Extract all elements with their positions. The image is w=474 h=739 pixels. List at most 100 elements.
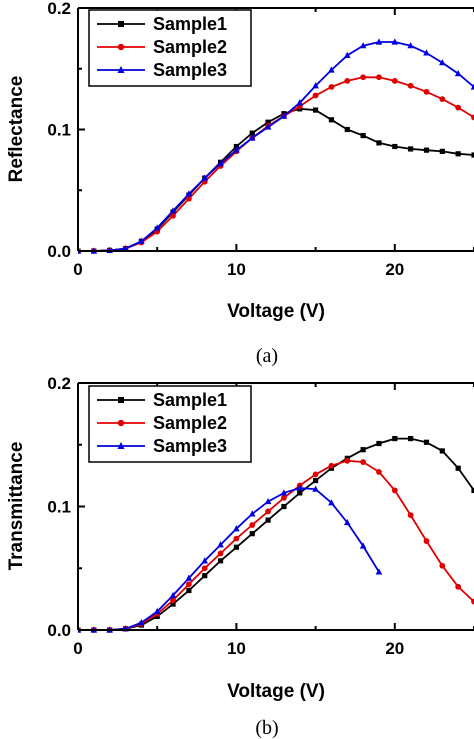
x-tick-label: 20 bbox=[385, 260, 404, 279]
data-point bbox=[376, 469, 382, 475]
data-point bbox=[455, 151, 461, 157]
series-sample3 bbox=[78, 484, 383, 633]
series-line-sample2 bbox=[78, 76, 474, 252]
data-point bbox=[423, 147, 430, 153]
data-point bbox=[233, 535, 240, 542]
legend-box bbox=[88, 9, 252, 87]
x-tick-label: 0 bbox=[73, 639, 82, 658]
series-line-sample1 bbox=[78, 437, 474, 631]
chart-panel-a: 0 10 20 0.0 0.1 0.2 Voltage (V) Reflectance Samp… bbox=[6, 0, 474, 367]
legend-marker bbox=[117, 43, 125, 51]
data-point bbox=[408, 435, 414, 442]
data-point bbox=[280, 112, 288, 119]
data-point bbox=[313, 477, 319, 484]
data-point bbox=[138, 237, 145, 244]
data-point bbox=[265, 517, 271, 523]
series-line-sample1 bbox=[78, 107, 474, 252]
y-tick-label: 0.1 bbox=[47, 121, 71, 140]
legend-marker bbox=[117, 66, 125, 73]
x-axis-title: Voltage (V) bbox=[227, 301, 325, 322]
legend-marker bbox=[117, 419, 125, 427]
data-point bbox=[264, 497, 272, 505]
data-point bbox=[153, 607, 161, 615]
data-point bbox=[328, 84, 335, 90]
panel-caption: (a) bbox=[256, 345, 278, 367]
data-point bbox=[423, 49, 430, 56]
legend-marker bbox=[118, 397, 124, 403]
data-point bbox=[138, 618, 145, 626]
data-point bbox=[392, 435, 398, 442]
series-line-sample3 bbox=[78, 487, 380, 631]
data-point bbox=[470, 83, 474, 90]
data-point bbox=[359, 42, 367, 49]
data-point bbox=[249, 522, 256, 528]
data-point bbox=[153, 224, 161, 231]
series-sample3 bbox=[78, 38, 474, 254]
data-point bbox=[360, 447, 366, 453]
data-point bbox=[233, 544, 239, 550]
y-tick-label: 0.2 bbox=[47, 0, 71, 18]
data-point bbox=[185, 195, 192, 202]
data-point bbox=[360, 132, 366, 139]
data-point bbox=[343, 518, 351, 526]
data-point bbox=[376, 440, 382, 447]
data-point bbox=[185, 190, 193, 197]
data-point bbox=[217, 550, 224, 557]
data-point bbox=[455, 583, 462, 590]
data-point bbox=[439, 59, 446, 66]
data-point bbox=[297, 490, 303, 496]
data-point bbox=[202, 573, 208, 579]
data-point bbox=[328, 117, 335, 123]
data-point bbox=[407, 42, 414, 49]
data-point bbox=[359, 542, 367, 549]
data-point bbox=[328, 66, 335, 73]
data-point bbox=[217, 541, 224, 548]
data-point bbox=[201, 557, 209, 564]
data-point bbox=[170, 212, 176, 219]
legend-label-sample2: Sample2 bbox=[153, 37, 227, 57]
y-tick-label: 0.1 bbox=[47, 498, 71, 517]
data-point bbox=[313, 107, 319, 113]
data-point bbox=[423, 439, 430, 445]
data-point bbox=[343, 51, 351, 58]
data-point bbox=[344, 457, 351, 464]
data-point bbox=[296, 484, 304, 491]
legend: Sample1 Sample2 Sample3 bbox=[88, 9, 252, 87]
data-point bbox=[312, 82, 319, 89]
x-axis-title: Voltage (V) bbox=[227, 681, 325, 702]
data-point bbox=[439, 562, 446, 569]
data-point bbox=[201, 565, 208, 572]
data-point bbox=[233, 143, 239, 150]
panel-caption: (b) bbox=[255, 717, 278, 739]
y-tick-label: 0.0 bbox=[47, 242, 71, 261]
data-point bbox=[170, 597, 176, 604]
series-line-sample2 bbox=[78, 459, 474, 631]
data-point bbox=[376, 140, 382, 146]
series-sample2 bbox=[78, 457, 474, 633]
data-point bbox=[233, 525, 240, 532]
data-point bbox=[454, 70, 462, 77]
data-point bbox=[471, 598, 474, 605]
data-point bbox=[265, 508, 271, 515]
data-point bbox=[249, 531, 255, 537]
data-point bbox=[344, 78, 351, 84]
x-tick-label: 10 bbox=[227, 260, 246, 279]
data-point bbox=[344, 126, 350, 133]
x-tick-label: 0 bbox=[73, 260, 82, 279]
data-point bbox=[328, 462, 335, 469]
data-point bbox=[439, 148, 445, 154]
data-point bbox=[455, 465, 461, 471]
data-point bbox=[375, 568, 383, 575]
series-sample1 bbox=[78, 435, 474, 633]
data-point bbox=[391, 38, 399, 45]
data-point bbox=[407, 82, 414, 89]
data-point bbox=[217, 558, 224, 564]
series-sample2 bbox=[78, 74, 474, 254]
data-point bbox=[455, 104, 462, 111]
x-tick-label: 20 bbox=[385, 639, 404, 658]
y-tick-label: 0.0 bbox=[47, 621, 71, 640]
data-point bbox=[312, 485, 319, 492]
legend-label-sample3: Sample3 bbox=[153, 436, 227, 456]
legend-label-sample3: Sample3 bbox=[153, 60, 227, 80]
